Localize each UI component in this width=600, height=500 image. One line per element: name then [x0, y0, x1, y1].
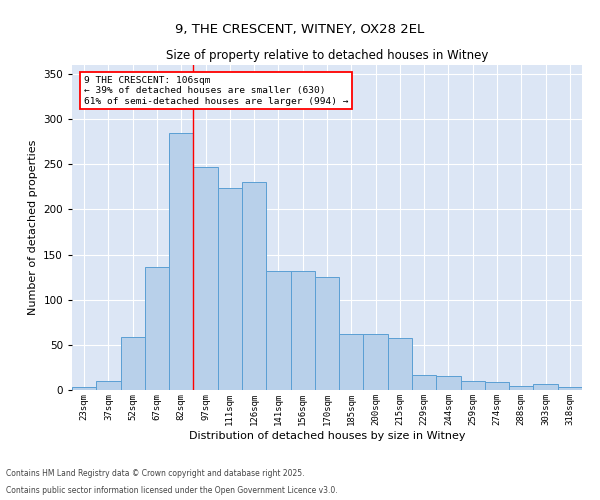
Bar [72, 388, 96, 390]
Text: Contains public sector information licensed under the Open Government Licence v3: Contains public sector information licen… [6, 486, 338, 495]
Text: 9 THE CRESCENT: 106sqm
← 39% of detached houses are smaller (630)
61% of semi-de: 9 THE CRESCENT: 106sqm ← 39% of detached… [84, 76, 349, 106]
Bar [121, 336, 145, 390]
Bar [193, 167, 218, 390]
Bar [558, 388, 582, 390]
Bar [461, 381, 485, 390]
Bar [96, 381, 121, 390]
Bar [364, 334, 388, 390]
Bar [169, 132, 193, 390]
Bar [509, 386, 533, 390]
Y-axis label: Number of detached properties: Number of detached properties [28, 140, 38, 315]
Bar [290, 271, 315, 390]
Bar [339, 334, 364, 390]
Bar [266, 271, 290, 390]
Bar [242, 182, 266, 390]
Text: Contains HM Land Registry data © Crown copyright and database right 2025.: Contains HM Land Registry data © Crown c… [6, 468, 305, 477]
X-axis label: Distribution of detached houses by size in Witney: Distribution of detached houses by size … [189, 430, 465, 440]
Bar [388, 338, 412, 390]
Bar [412, 374, 436, 390]
Bar [315, 277, 339, 390]
Bar [145, 267, 169, 390]
Title: Size of property relative to detached houses in Witney: Size of property relative to detached ho… [166, 50, 488, 62]
Bar [218, 188, 242, 390]
Text: 9, THE CRESCENT, WITNEY, OX28 2EL: 9, THE CRESCENT, WITNEY, OX28 2EL [175, 22, 425, 36]
Bar [485, 382, 509, 390]
Bar [436, 376, 461, 390]
Bar [533, 384, 558, 390]
